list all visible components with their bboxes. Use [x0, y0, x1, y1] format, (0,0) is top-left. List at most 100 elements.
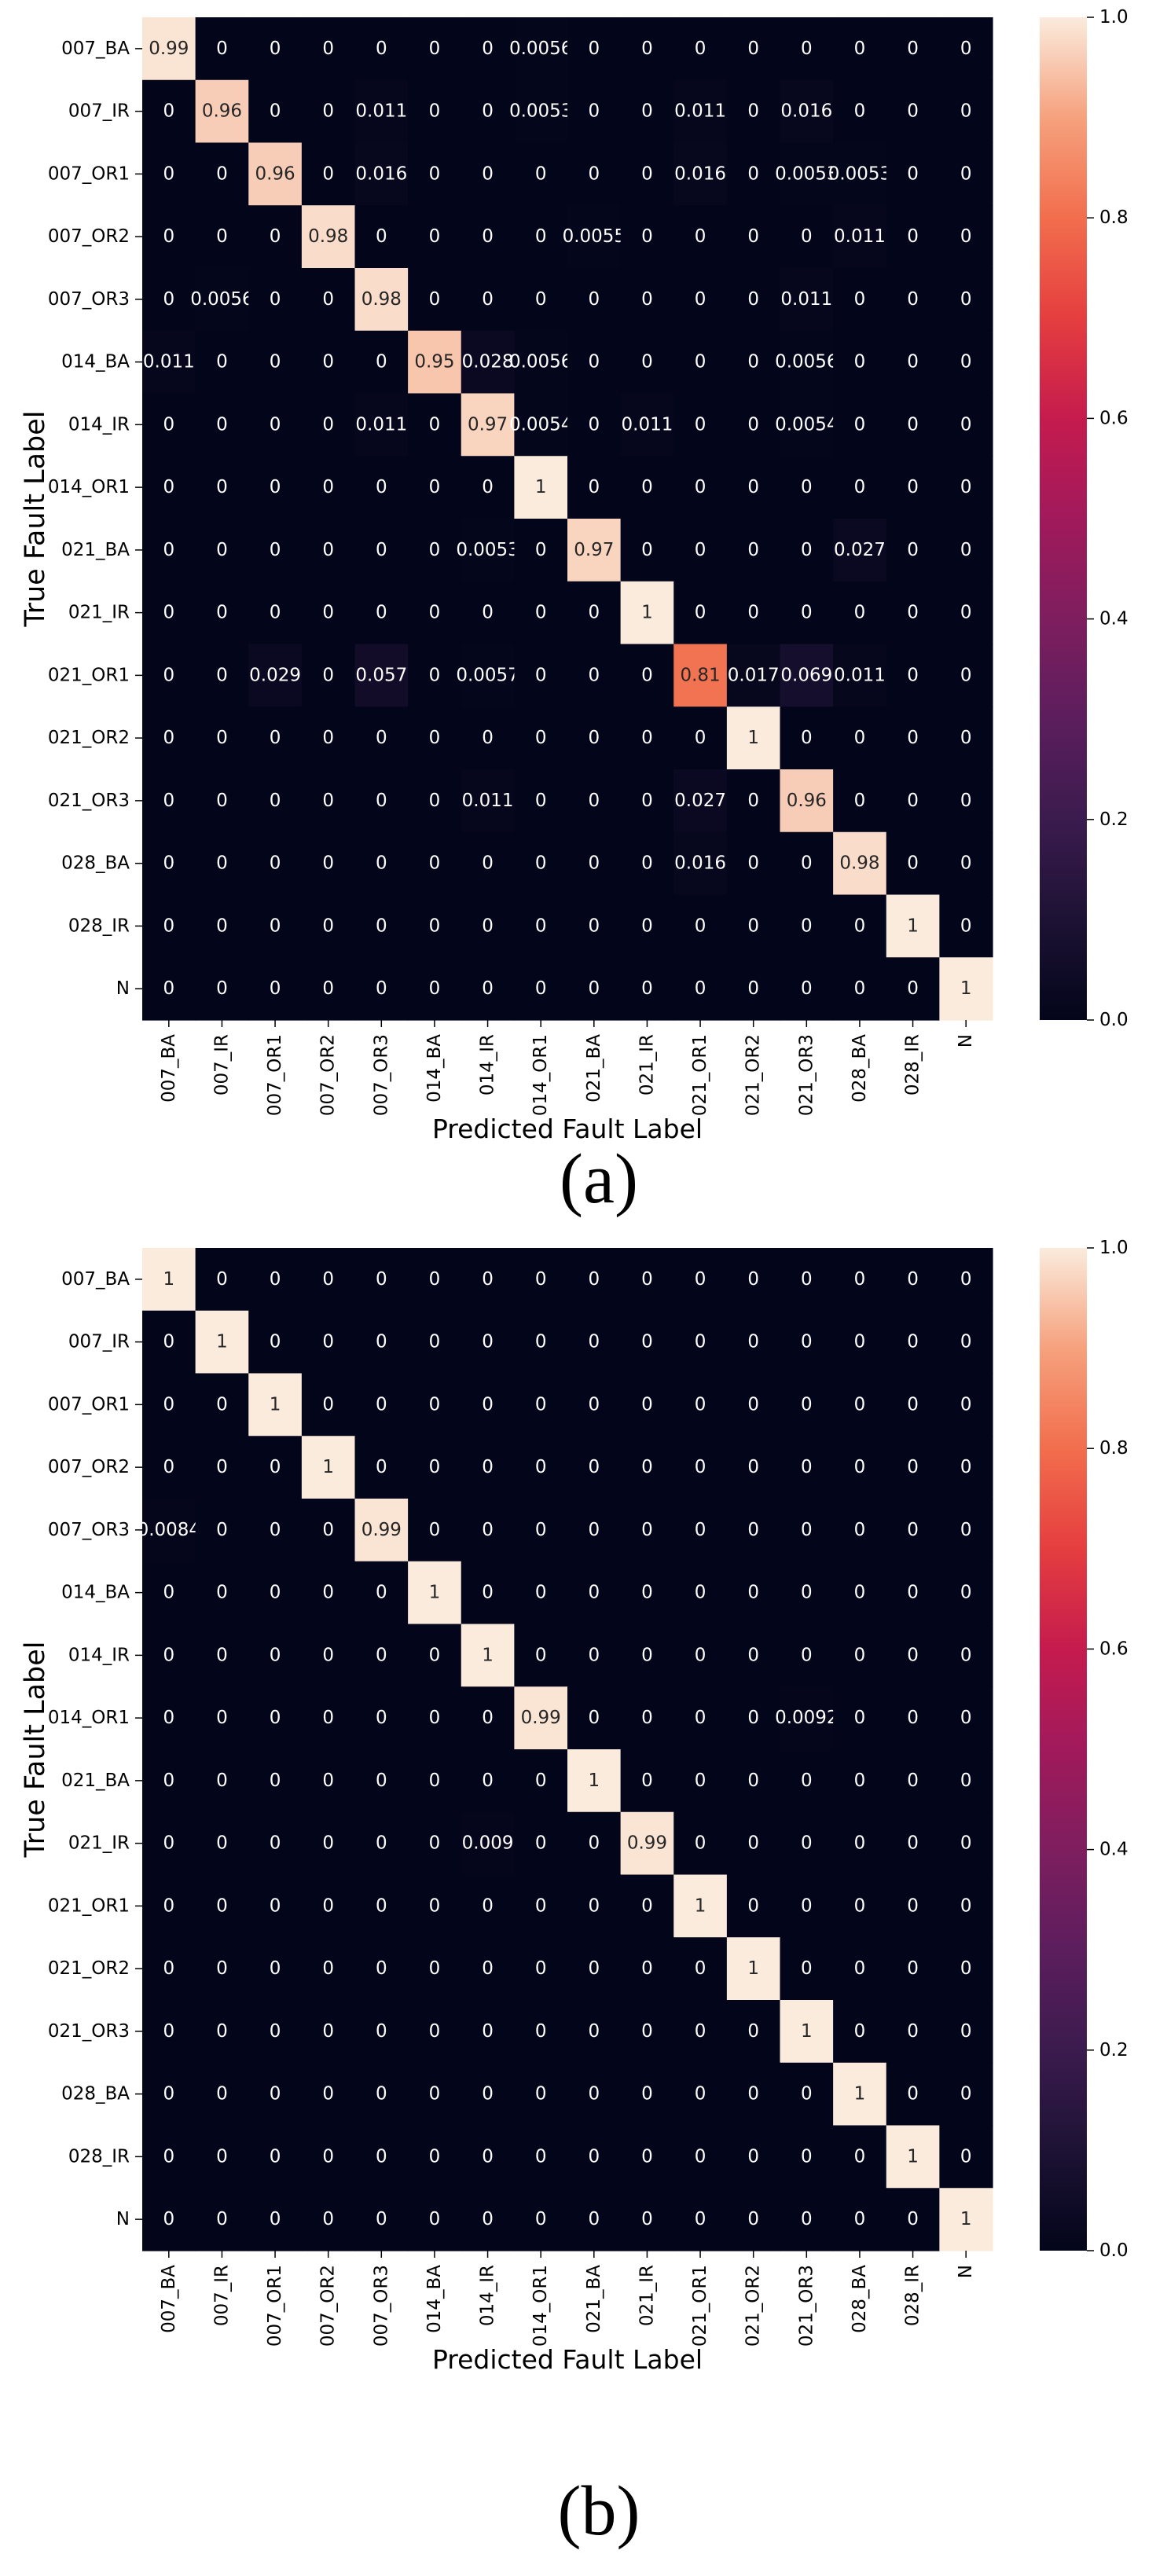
cell-value-label: 0 [270, 2021, 281, 2042]
cell-value-label: 0.97 [468, 414, 508, 435]
heatmap-cell [567, 1811, 622, 1876]
cell-value-label: 0 [588, 1457, 600, 1477]
heatmap-cell [939, 1561, 993, 1625]
cell-value-label: 0 [960, 1958, 972, 1979]
heatmap-cell [620, 2125, 674, 2189]
heatmap-cell [780, 330, 834, 394]
cell-value-label: 0 [747, 1895, 759, 1916]
cell-value-label: 0 [216, 1895, 228, 1916]
cell-value-label: 0 [429, 603, 441, 623]
heatmap-cell [408, 268, 462, 332]
heatmap-cell [248, 205, 303, 269]
heatmap-cell [620, 2000, 674, 2064]
heatmap-cell [461, 644, 515, 707]
cell-value-label: 0 [960, 1520, 972, 1540]
heatmap-cell [195, 894, 249, 958]
y-tick-label: 014_OR1 [48, 1708, 130, 1728]
cell-value-label: 0.0054 [509, 414, 572, 435]
heatmap-cell [833, 2188, 887, 2251]
heatmap-cell [726, 957, 781, 1021]
cell-value-label: 0 [270, 1708, 281, 1728]
cell-value-label: 0 [535, 1520, 547, 1540]
cell-value-label: 0 [854, 603, 866, 623]
cell-value-label: 0 [907, 853, 919, 874]
cell-value-label: 0.011 [355, 414, 407, 435]
heatmap-cell [142, 1248, 196, 1312]
cell-value-label: 0 [907, 978, 919, 999]
cell-value-label: 0 [960, 1645, 972, 1665]
heatmap-cell [195, 1436, 249, 1499]
heatmap-cell [567, 79, 622, 144]
cell-value-label: 0.016 [780, 101, 832, 122]
heatmap-cell [567, 17, 622, 81]
heatmap-cell [142, 1499, 196, 1562]
heatmap-cell [620, 1561, 674, 1625]
cell-value-label: 0 [163, 1833, 174, 1854]
heatmap-cell [886, 330, 940, 394]
cell-value-label: 0 [960, 1269, 972, 1290]
heatmap-cell [142, 1686, 196, 1750]
heatmap-cell [142, 957, 196, 1021]
heatmap-cell [567, 1373, 622, 1437]
heatmap-cell [248, 2000, 303, 2064]
cell-value-label: 0.011 [674, 101, 726, 122]
heatmap-cell [567, 1248, 622, 1312]
cell-value-label: 0 [695, 414, 706, 435]
heatmap-cell [939, 2000, 993, 2064]
heatmap-cell [514, 957, 568, 1021]
heatmap-cell [354, 142, 409, 206]
heatmap-cell [833, 268, 887, 332]
heatmap-cell [301, 205, 356, 269]
heatmap-cell [461, 1937, 515, 2001]
cell-value-label: 0 [960, 1583, 972, 1603]
colorbar-tick-label: 0.6 [1099, 408, 1128, 428]
cell-value-label: 0 [322, 1771, 334, 1791]
heatmap-cell [461, 1874, 515, 1938]
cell-value-label: 0 [482, 2084, 494, 2104]
cell-value-label: 0 [854, 1833, 866, 1854]
cell-value-label: 0 [376, 1958, 387, 1979]
heatmap-cell [248, 1811, 303, 1876]
heatmap-cell [780, 1874, 834, 1938]
heatmap-cell [780, 205, 834, 269]
heatmap-cell [726, 17, 781, 81]
heatmap-cell [939, 205, 993, 269]
heatmap-cell [620, 456, 674, 519]
heatmap-cell [514, 1310, 568, 1374]
cell-value-label: 0 [695, 2021, 706, 2042]
cell-value-label: 0.81 [680, 665, 720, 685]
cell-value-label: 0 [376, 2209, 387, 2229]
heatmap-cell [939, 1373, 993, 1437]
heatmap-cell [673, 393, 728, 457]
cell-value-label: 0 [588, 163, 600, 184]
heatmap-cell [886, 1248, 940, 1312]
cell-value-label: 0 [907, 1457, 919, 1477]
heatmap-cell [408, 2188, 462, 2251]
cell-value-label: 0 [695, 916, 706, 936]
cell-value-label: 0 [163, 2146, 174, 2167]
cell-value-label: 0 [747, 352, 759, 372]
heatmap-cell [620, 1248, 674, 1312]
cell-value-label: 0 [216, 540, 228, 560]
cell-value-label: 0 [854, 1394, 866, 1415]
cell-value-label: 0 [854, 1520, 866, 1540]
cell-value-label: 1 [907, 2146, 919, 2167]
cell-value-label: 0 [376, 791, 387, 811]
heatmap-cell [195, 2125, 249, 2189]
x-tick-label: 021_BA [584, 2265, 604, 2333]
heatmap-cell [886, 706, 940, 770]
heatmap-cell [301, 1811, 356, 1876]
heatmap-cell [726, 2062, 781, 2126]
cell-value-label: 0 [747, 1645, 759, 1665]
heatmap-cell [567, 2000, 622, 2064]
cell-value-label: 0 [854, 1708, 866, 1728]
heatmap-cell [248, 1561, 303, 1625]
heatmap-cell [726, 1499, 781, 1562]
heatmap-cell [567, 2125, 622, 2189]
heatmap-cell [673, 268, 728, 332]
heatmap-cell [567, 1937, 622, 2001]
heatmap-cell [673, 2000, 728, 2064]
cell-value-label: 0 [535, 978, 547, 999]
cell-value-label: 0 [907, 603, 919, 623]
